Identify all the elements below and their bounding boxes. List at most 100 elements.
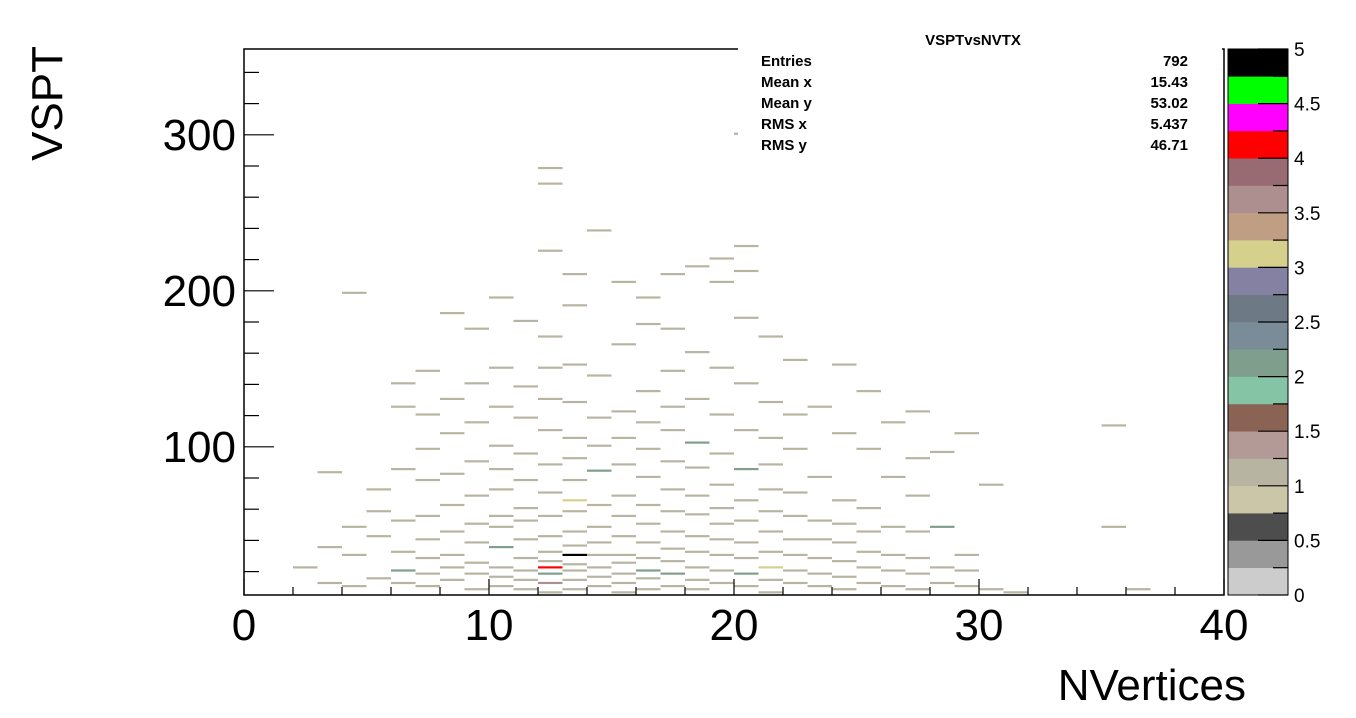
heatmap-bin	[783, 514, 808, 517]
palette-swatch	[1228, 458, 1288, 487]
heatmap-bin	[660, 560, 685, 563]
heatmap-bin	[611, 494, 636, 497]
color-palette	[1227, 48, 1289, 596]
heatmap-bin	[464, 494, 489, 497]
heatmap-bin	[366, 510, 391, 513]
heatmap-bin	[930, 450, 955, 454]
heatmap-bin	[881, 525, 906, 528]
heatmap-bin	[734, 382, 759, 385]
heatmap-bin	[562, 563, 587, 566]
heatmap-bin	[611, 343, 636, 346]
heatmap-bin	[538, 335, 563, 338]
heatmap-bin	[783, 358, 808, 361]
heatmap-bin	[611, 410, 636, 413]
heatmap-bin	[611, 581, 636, 585]
heatmap-bin	[905, 494, 930, 497]
heatmap-bin	[317, 581, 342, 585]
heatmap-bin	[562, 363, 587, 366]
heatmap-bin	[440, 578, 465, 581]
heatmap-bin	[783, 413, 808, 416]
heatmap-bin	[758, 550, 783, 553]
heatmap-bin	[464, 572, 489, 575]
heatmap-bin	[758, 436, 783, 439]
heatmap-bin	[538, 397, 563, 400]
heatmap-bin	[905, 410, 930, 413]
heatmap-bin	[489, 296, 514, 299]
y-tick-label: 300	[163, 111, 236, 160]
heatmap-bin	[807, 585, 832, 588]
heatmap-bin	[758, 591, 783, 594]
heatmap-bin	[342, 525, 367, 528]
heatmap-bin	[464, 460, 489, 463]
heatmap-bin	[611, 280, 636, 283]
palette-swatch	[1228, 158, 1288, 186]
palette-swatch	[1228, 212, 1288, 241]
heatmap-bin	[709, 257, 734, 260]
stats-label: RMS x	[761, 116, 808, 133]
palette-label: 3	[1294, 258, 1305, 279]
y-tick-labels: 100 200 300	[163, 111, 236, 472]
heatmap-bin	[464, 421, 489, 424]
heatmap-bin	[513, 538, 538, 541]
heatmap-bin	[979, 588, 1004, 591]
palette-label: 2	[1294, 368, 1305, 389]
heatmap-bin	[440, 553, 465, 556]
palette-ticks	[1258, 48, 1288, 596]
heatmap-bin	[734, 269, 759, 273]
heatmap-bin	[758, 463, 783, 466]
heatmap-bin	[587, 525, 612, 528]
heatmap-bin	[440, 566, 465, 569]
heatmap-bin	[636, 569, 661, 572]
heatmap-bin	[513, 578, 538, 581]
heatmap-bin	[734, 468, 759, 471]
heatmap-bin	[1003, 591, 1028, 594]
heatmap-bin	[758, 578, 783, 581]
palette-swatch	[1228, 540, 1288, 568]
heatmap-bin	[954, 432, 979, 435]
heatmap-bin	[881, 569, 906, 572]
heatmap-bin	[562, 273, 587, 276]
heatmap-bin	[930, 581, 955, 585]
heatmap-bin	[832, 560, 857, 563]
palette-swatch	[1228, 49, 1288, 77]
heatmap-bin	[415, 585, 440, 588]
heatmap-bin	[807, 519, 832, 522]
heatmap-bin	[734, 519, 759, 522]
heatmap-bin	[562, 478, 587, 482]
heatmap-bin	[905, 530, 930, 533]
heatmap-bin	[709, 483, 734, 486]
heatmap-bin	[538, 166, 563, 170]
heatmap-bin	[464, 561, 489, 564]
palette-label: 2.5	[1294, 313, 1320, 334]
heatmap-bin	[685, 588, 710, 591]
palette-swatch	[1228, 376, 1288, 405]
palette-label: 0	[1294, 586, 1305, 607]
heatmap-bin	[979, 483, 1004, 486]
heatmap-bin	[538, 535, 563, 538]
heatmap-bin	[758, 335, 783, 338]
heatmap-bin	[611, 553, 636, 556]
stats-label: RMS y	[761, 137, 808, 154]
heatmap-bin	[489, 546, 514, 549]
heatmap-bin	[464, 522, 489, 525]
heatmap-bin	[905, 588, 930, 591]
heatmap-bin	[464, 327, 489, 330]
heatmap-bin	[832, 363, 857, 366]
heatmap-bin	[930, 566, 955, 569]
heatmap-bin	[636, 421, 661, 424]
heatmap-bin	[562, 304, 587, 307]
heatmap-bin	[391, 405, 416, 408]
heatmap-bin	[807, 556, 832, 560]
palette-swatch	[1228, 294, 1288, 323]
heatmap-bin	[489, 444, 514, 447]
heatmap-bin	[685, 578, 710, 581]
stats-value: 53.02	[1150, 95, 1188, 112]
stats-value: 792	[1163, 53, 1188, 70]
heatmap-bin	[954, 553, 979, 556]
heatmap-bin	[734, 585, 759, 588]
palette-swatch	[1228, 130, 1288, 159]
stats-value: 46.71	[1150, 137, 1188, 154]
heatmap-bin	[660, 488, 685, 491]
heatmap-bin	[317, 471, 342, 474]
heatmap-bin	[440, 530, 465, 533]
